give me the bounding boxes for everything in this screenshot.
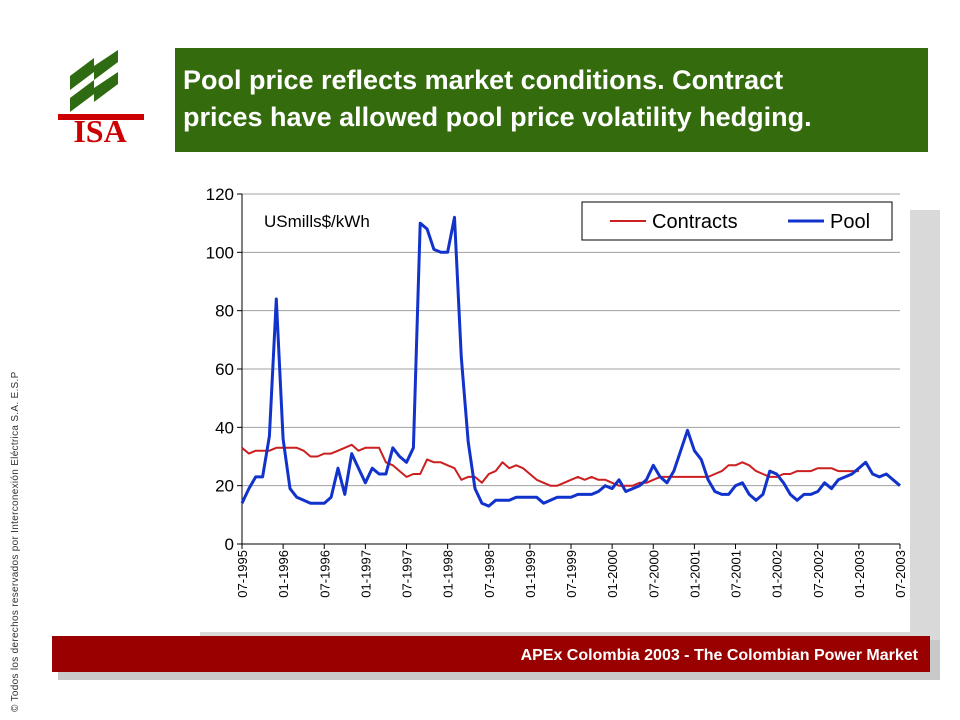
series-line-contracts [241, 443, 859, 487]
x-tick-label: 01-2003 [852, 550, 867, 598]
x-tick-label: 01-2000 [605, 550, 620, 598]
x-tick-label: 01-1996 [276, 550, 291, 598]
title-line-1: Pool price reflects market conditions. C… [183, 65, 784, 95]
x-tick-label: 01-2002 [770, 550, 785, 598]
x-tick-label: 07-2000 [646, 550, 661, 598]
title-banner: Pool price reflects market conditions. C… [175, 48, 928, 152]
price-chart: 0 20 40 60 80 100 120 07-1995 01-1996 07-1996 01-1… [190, 182, 910, 632]
x-tick-label: 01-1997 [358, 550, 373, 598]
copyright-text: © Todos los derechos reservados por Inte… [10, 371, 21, 712]
x-tick-label: 07-2003 [893, 550, 908, 598]
y-tick-label: 80 [215, 302, 234, 321]
y-tick-label: 20 [215, 477, 234, 496]
x-tick-label: 07-1999 [564, 550, 579, 598]
x-tick-label: 07-1997 [400, 550, 415, 598]
x-tick-label: 01-1999 [523, 550, 538, 598]
footer-bar: APEx Colombia 2003 - The Colombian Power… [52, 636, 930, 672]
unit-annotation: USmills$/kWh [264, 212, 370, 231]
x-tick-label: 01-2001 [687, 550, 702, 598]
x-tick-label: 01-1998 [441, 550, 456, 598]
y-tick-label: 100 [206, 243, 234, 262]
y-tick-label: 60 [215, 360, 234, 379]
y-tick-label: 40 [215, 418, 234, 437]
series-line-pool [240, 215, 901, 508]
x-tick-label: 07-2001 [729, 550, 744, 598]
x-tick-label: 07-1996 [317, 550, 332, 598]
legend-label: Pool [830, 211, 870, 233]
isa-logo: ISA [52, 48, 148, 149]
title-line-2: prices have allowed pool price volatilit… [183, 102, 812, 132]
footer-text: APEx Colombia 2003 - The Colombian Power… [520, 647, 918, 664]
logo-bar [58, 114, 144, 120]
x-tick-label: 07-2002 [811, 550, 826, 598]
logo-bolt-icon [70, 50, 118, 90]
y-tick-label: 0 [225, 535, 234, 554]
x-tick-label: 07-1998 [482, 550, 497, 598]
legend-label: Contracts [652, 211, 738, 233]
logo-text: ISA [73, 113, 126, 148]
chart-svg: 0 20 40 60 80 100 120 07-1995 01-1996 07-1996 01-1… [206, 185, 908, 598]
x-tick-label: 07-1995 [235, 550, 250, 598]
logo-bolt-icon [70, 72, 118, 112]
y-tick-label: 120 [206, 185, 234, 204]
